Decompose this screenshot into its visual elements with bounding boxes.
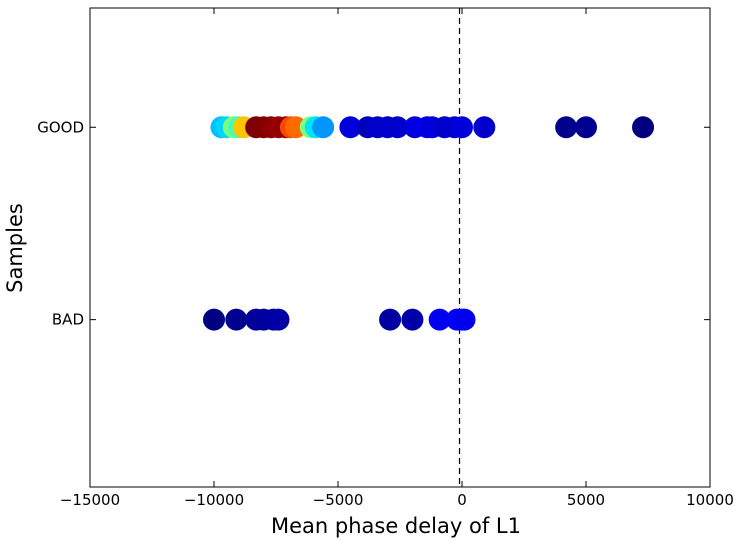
- data-point-bad: [428, 308, 451, 331]
- data-point-bad: [203, 308, 225, 331]
- y-tick-label: GOOD: [37, 118, 84, 136]
- x-tick-label: −10000: [184, 491, 244, 509]
- data-point-good: [632, 116, 655, 139]
- data-point-bad: [453, 308, 476, 331]
- data-point-bad: [379, 308, 402, 331]
- data-point-good: [386, 116, 409, 139]
- x-tick-label: 10000: [686, 491, 734, 509]
- x-tick-label: −5000: [313, 491, 364, 509]
- data-point-good: [473, 116, 496, 139]
- data-point-good: [555, 116, 578, 139]
- x-axis-label: Mean phase delay of L1: [271, 514, 521, 538]
- plot-frame: [89, 7, 711, 488]
- data-point-bad: [401, 308, 424, 331]
- data-point-good: [575, 116, 597, 139]
- x-tick-label: −15000: [60, 491, 120, 509]
- data-point-bad: [225, 308, 248, 331]
- data-point-good: [451, 116, 473, 139]
- plot-area: −15000 −10000 −5000 0 5000 10000 BAD GOOD: [37, 7, 734, 509]
- data-point-good: [339, 116, 362, 139]
- x-tick-label: 0: [457, 491, 467, 509]
- y-tick-label: BAD: [52, 311, 84, 329]
- data-point-good: [312, 116, 335, 139]
- x-tick-label: 5000: [567, 491, 605, 509]
- y-axis-label: Samples: [3, 203, 27, 293]
- data-point-bad: [267, 308, 290, 331]
